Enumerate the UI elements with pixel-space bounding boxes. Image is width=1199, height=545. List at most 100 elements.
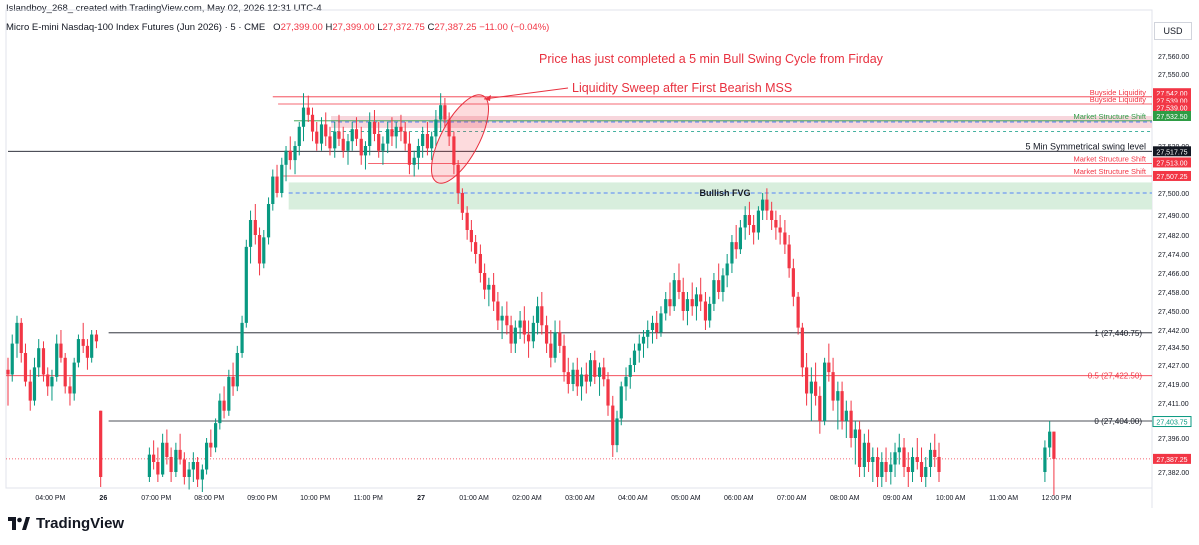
symbol-name[interactable]: Micro E-mini Nasdaq-100 Index Futures (J… xyxy=(6,22,266,33)
candle-body xyxy=(350,129,354,142)
currency-button[interactable]: USD xyxy=(1154,22,1192,40)
candle-body xyxy=(447,119,451,137)
candle-body xyxy=(28,381,32,401)
y-tick-label: 27,458.00 xyxy=(1158,290,1189,297)
price-tag-box xyxy=(1153,146,1191,157)
y-tick-label: 27,382.00 xyxy=(1158,470,1189,477)
candle-body xyxy=(725,263,729,276)
candle-body xyxy=(284,150,288,165)
candle-body xyxy=(513,327,517,344)
candle-body xyxy=(531,322,535,342)
candle-body xyxy=(505,315,509,326)
candle-body xyxy=(386,129,390,144)
candle-body xyxy=(615,418,619,446)
sweep-arrow-line xyxy=(483,87,569,100)
candle-body xyxy=(862,442,866,467)
tradingview-logo-icon xyxy=(8,517,30,530)
candle-body xyxy=(174,449,178,472)
candle-body xyxy=(747,215,752,225)
candle-body xyxy=(41,348,46,375)
candle-body xyxy=(328,136,332,149)
candle-body xyxy=(324,124,328,137)
candle-body xyxy=(99,410,103,477)
candle-body xyxy=(738,227,743,250)
candle-body xyxy=(209,442,213,448)
candle-body xyxy=(271,176,275,204)
candle-body xyxy=(708,303,712,321)
candle-body xyxy=(492,284,496,302)
candle-body xyxy=(240,322,244,353)
candle-body xyxy=(712,280,716,304)
candle-body xyxy=(377,134,381,151)
candle-body xyxy=(641,336,646,344)
x-tick-label: 09:00 PM xyxy=(247,495,277,502)
candle-body xyxy=(19,322,23,353)
tradingview-logo[interactable]: TradingView xyxy=(8,515,124,532)
candle-body xyxy=(257,235,262,264)
candle-body xyxy=(597,367,602,377)
candle-body xyxy=(677,280,681,292)
candle-body xyxy=(46,374,50,387)
candle-body xyxy=(783,232,787,245)
candle-body xyxy=(844,410,848,421)
candle-body xyxy=(500,315,504,321)
candle-body xyxy=(897,447,901,453)
x-tick-label: 10:00 PM xyxy=(300,495,330,502)
price-tag-box xyxy=(1153,157,1191,168)
price-tag-box xyxy=(1153,102,1191,113)
candle-body xyxy=(85,345,90,358)
price-tag-text: 27,539.00 xyxy=(1156,98,1187,105)
candle-body xyxy=(227,376,231,411)
candle-body xyxy=(381,143,385,151)
candle-body xyxy=(195,462,200,480)
y-tick-label: 27,560.00 xyxy=(1158,54,1189,61)
candle-body xyxy=(637,343,641,351)
candle-body xyxy=(814,381,818,396)
candle-body xyxy=(76,339,81,363)
candle-body xyxy=(902,447,906,467)
candle-body xyxy=(840,391,844,421)
candle-body xyxy=(354,129,359,139)
candle-body xyxy=(235,353,239,387)
candle-body xyxy=(800,327,804,368)
candle-body xyxy=(439,105,443,120)
fvg-label: Bullish FVG xyxy=(699,188,750,198)
y-tick-label: 27,442.00 xyxy=(1158,328,1189,335)
candle-body xyxy=(487,284,491,290)
x-tick-label: 11:00 PM xyxy=(353,495,383,502)
price-tag-box xyxy=(1153,170,1191,181)
candle-body xyxy=(518,320,522,328)
ohlc-high-value: 27,399.00 xyxy=(332,22,375,33)
candle-body xyxy=(884,462,888,472)
y-tick-label: 27,466.00 xyxy=(1158,271,1189,278)
fvg-zone xyxy=(288,182,1153,210)
price-tag-text: 27,532.50 xyxy=(1156,114,1187,121)
x-tick-label: 08:00 AM xyxy=(830,495,860,502)
candle-body xyxy=(275,176,279,193)
candle-body xyxy=(403,131,407,144)
candle-body xyxy=(778,227,782,233)
level-label-1: Buyside Liquidity xyxy=(1090,95,1147,104)
candle-body xyxy=(910,457,915,472)
candle-body xyxy=(805,367,809,394)
candle-body xyxy=(394,126,398,137)
candle-body xyxy=(575,369,579,387)
level-label-5: Market Structure Shift xyxy=(1073,167,1146,176)
candle-body xyxy=(761,199,765,211)
ohlc-low-label: L xyxy=(377,22,383,33)
x-tick-label: 07:00 PM xyxy=(141,495,171,502)
price-tag-box xyxy=(1152,416,1192,428)
y-tick-label: 27,450.00 xyxy=(1158,309,1189,316)
candle-body xyxy=(668,299,672,307)
candle-body xyxy=(553,332,557,358)
candle-body xyxy=(717,280,721,292)
x-tick-label: 09:00 AM xyxy=(883,495,913,502)
sweep-arrow-head xyxy=(484,95,491,101)
fib-label-2: 0 (27,404.00) xyxy=(1094,417,1142,426)
candle-body xyxy=(743,215,747,228)
candle-body xyxy=(359,138,363,156)
price-tag: 27,517.75 xyxy=(1153,146,1191,157)
candle-body xyxy=(924,467,928,477)
y-tick-label: 27,474.00 xyxy=(1158,252,1189,259)
